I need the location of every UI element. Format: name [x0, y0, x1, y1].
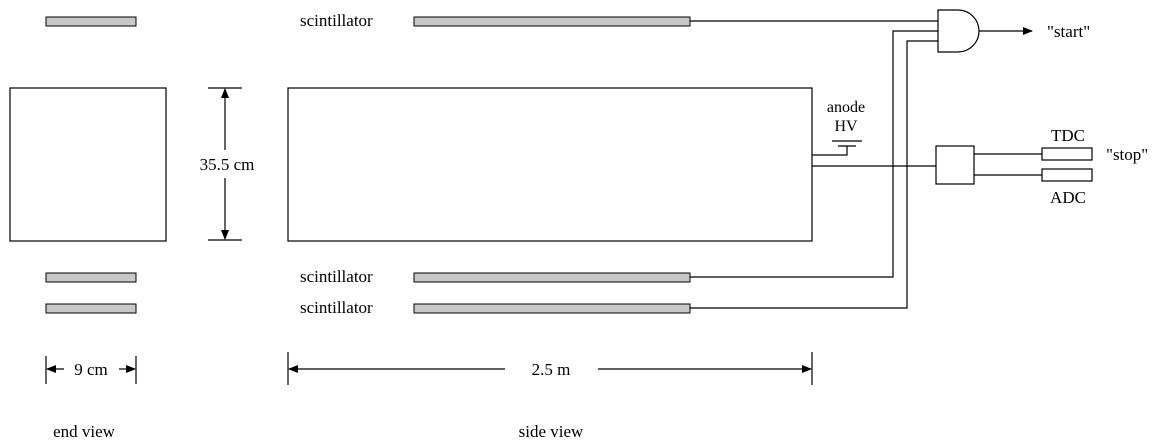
adc-box [1041, 168, 1093, 182]
length-label: 2.5 m [532, 360, 571, 379]
end-view-middle-scintillator [45, 272, 137, 283]
tdc-label: TDC [1051, 126, 1085, 145]
stop-label: "stop" [1106, 145, 1148, 164]
hv-connection-wire [812, 146, 848, 156]
side-view-top-scintillator [413, 16, 691, 27]
side-view-drift-chamber [287, 87, 813, 242]
end-view-label: end view [53, 422, 116, 441]
end-view-bottom-scintillator [45, 303, 137, 314]
middle-scint-wire [690, 30, 938, 278]
scintillator-middle-label: scintillator [300, 267, 373, 286]
hv-label: HV [834, 118, 858, 135]
anode-label: anode [827, 99, 865, 116]
scintillator-top-label: scintillator [300, 11, 373, 30]
adc-label: ADC [1050, 188, 1086, 207]
height-label: 35.5 cm [200, 155, 255, 174]
bottom-scint-wire [690, 40, 938, 309]
start-label: "start" [1047, 22, 1090, 41]
discriminator-box [935, 145, 975, 185]
side-view-middle-scintillator [413, 272, 691, 283]
scintillator-bottom-label: scintillator [300, 298, 373, 317]
end-view-top-scintillator [45, 16, 137, 27]
side-view-bottom-scintillator [413, 303, 691, 314]
tdc-box [1041, 147, 1093, 161]
width-label: 9 cm [74, 360, 108, 379]
end-view-drift-chamber [9, 87, 167, 242]
coincidence-and-gate [937, 9, 980, 53]
side-view-label: side view [519, 422, 584, 441]
